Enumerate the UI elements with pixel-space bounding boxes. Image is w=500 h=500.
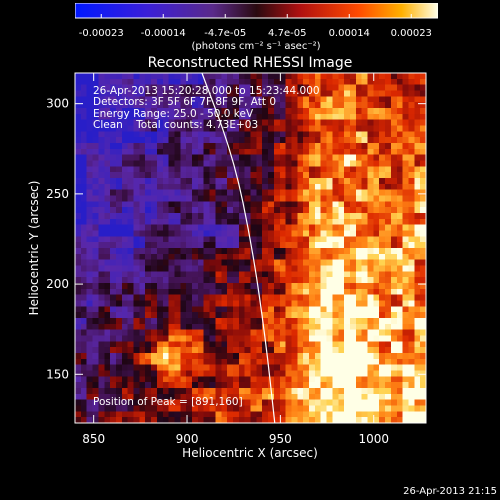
footer-timestamp: 26-Apr-2013 21:15 (403, 486, 497, 497)
peak-position-label: Position of Peak = [891,160] (93, 396, 243, 408)
y-axis-ticks: 150 200 250 300 (46, 97, 426, 381)
heatmap-canvas (75, 73, 426, 423)
colorbar-tick-label: 0.00023 (391, 28, 432, 39)
y-tick-label: 250 (46, 187, 69, 201)
y-tick-label: 300 (46, 97, 69, 111)
colorbar-tick-label: 0.00014 (329, 28, 370, 39)
x-axis-ticks: 850 900 950 1000 (82, 73, 389, 446)
x-tick-label: 950 (269, 432, 292, 446)
annotation-detectors: Detectors: 3F 5F 6F 7F 8F 9F, Att 0 (93, 96, 277, 108)
x-tick-label: 1000 (358, 432, 389, 446)
y-axis-label: Heliocentric Y (arcsec) (27, 181, 41, 316)
annotation-energy-range: Energy Range: 25.0 - 50.0 keV (93, 108, 254, 120)
colorbar-tick-label: -0.00023 (79, 28, 124, 39)
y-tick-label: 150 (46, 367, 69, 381)
colorbar-tick-label: -4.7e-05 (204, 28, 246, 39)
x-tick-label: 900 (176, 432, 199, 446)
colorbar-tick-label: -0.00014 (141, 28, 186, 39)
colorbar-ticks: -0.00023 -0.00014 -4.7e-05 4.7e-05 0.00014 0.… (79, 14, 432, 39)
y-tick-label: 200 (46, 277, 69, 291)
heatmap-image (75, 73, 426, 423)
annotation-time-range: 26-Apr-2013 15:20:28.000 to 15:23:44.000 (93, 85, 320, 97)
plot-frame (74, 72, 427, 424)
solar-limb-line (201, 72, 276, 424)
colorbar-units-label: (photons cm⁻² s⁻¹ asec⁻²) (191, 41, 320, 52)
annotation-clean-counts: Clean Total counts: 4.73E+03 (93, 119, 259, 131)
colorbar-tick-label: 4.7e-05 (268, 28, 306, 39)
x-axis-label: Heliocentric X (arcsec) (182, 446, 318, 460)
x-tick-label: 850 (82, 432, 105, 446)
chart-title: Reconstructed RHESSI Image (148, 55, 353, 71)
